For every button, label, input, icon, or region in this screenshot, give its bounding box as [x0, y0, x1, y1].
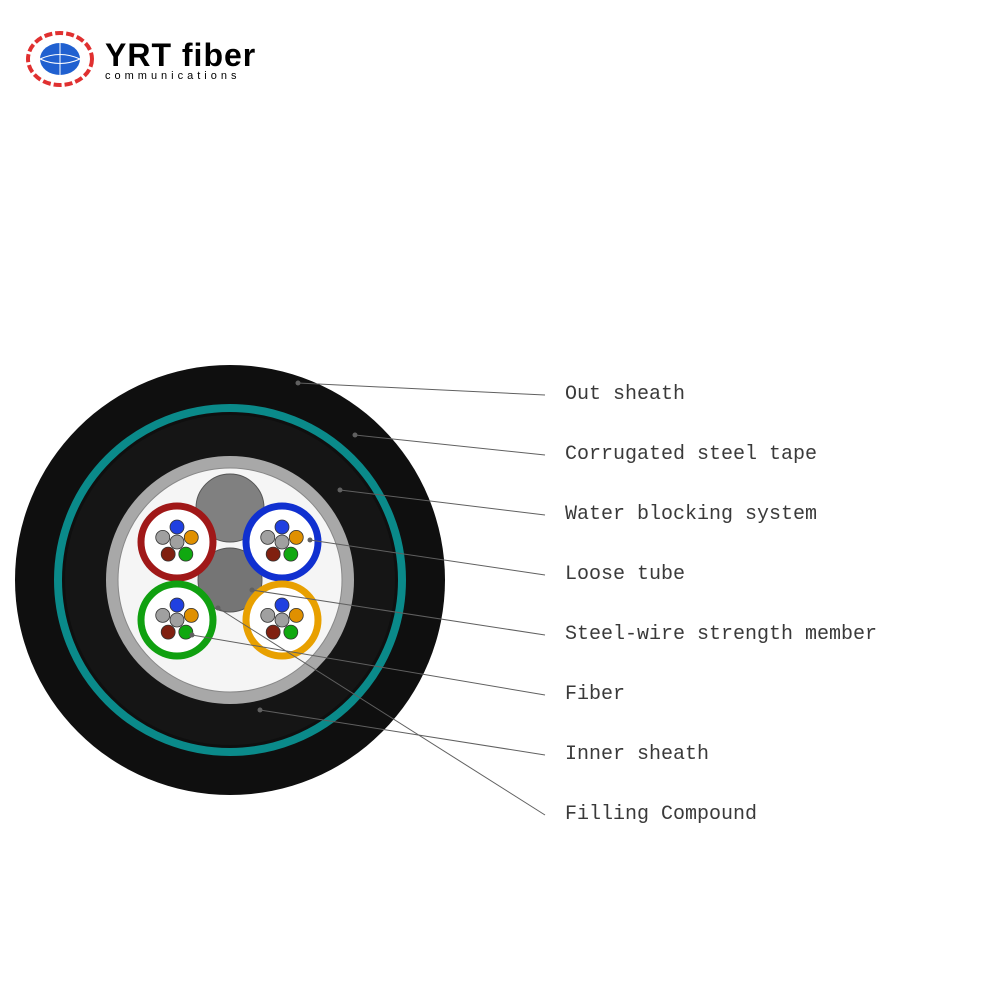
logo-main-text: YRT fiber: [105, 37, 256, 74]
diagram-label: Loose tube: [565, 563, 685, 586]
diagram-label: Filling Compound: [565, 803, 757, 826]
diagram-label: Steel-wire strength member: [565, 623, 877, 646]
diagram-label: Fiber: [565, 683, 625, 706]
logo-sub-text: communications: [105, 70, 256, 82]
cable-diagram: Out sheath Corrugated steel tape Water blo…: [0, 280, 1000, 880]
diagram-label: Out sheath: [565, 383, 685, 406]
diagram-label: Corrugated steel tape: [565, 443, 817, 466]
logo: YRT fiber communications: [25, 30, 256, 88]
logo-icon: [25, 30, 95, 88]
diagram-label: Water blocking system: [565, 503, 817, 526]
diagram-label: Inner sheath: [565, 743, 709, 766]
